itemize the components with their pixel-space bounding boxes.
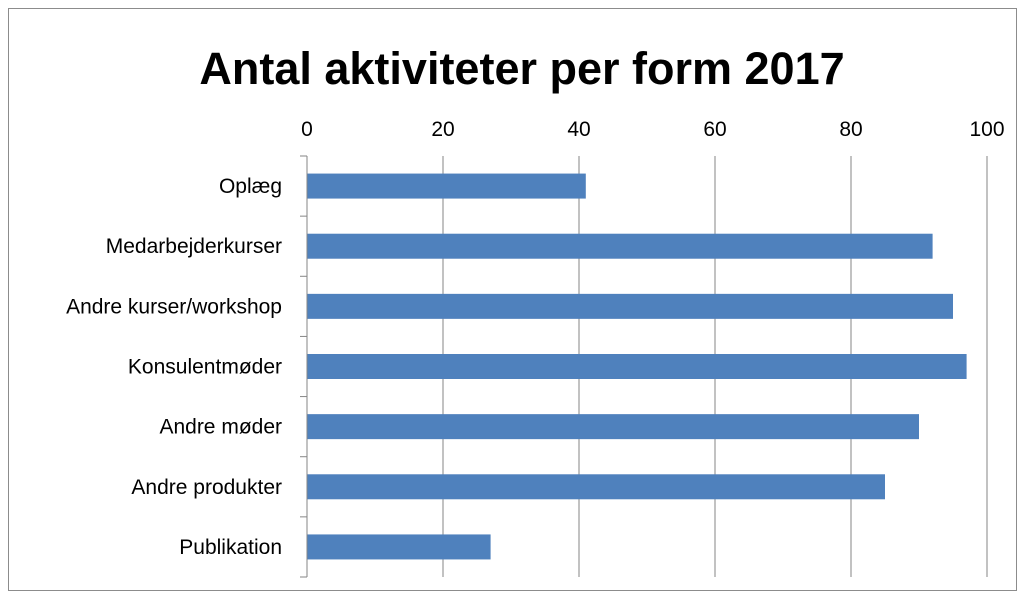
category-label: Oplæg — [219, 175, 282, 198]
x-axis-ticks: 0 20 40 60 80 100 — [301, 118, 1004, 141]
category-labels: Oplæg Medarbejderkurser Andre kurser/works… — [66, 175, 282, 559]
x-tick-label: 60 — [703, 118, 726, 141]
category-label: Medarbejderkurser — [106, 235, 282, 258]
x-tick-label: 100 — [969, 118, 1004, 141]
chart-title: Antal aktiviteter per form 2017 — [199, 43, 844, 94]
bars — [307, 173, 967, 560]
bar — [307, 173, 586, 199]
category-label: Andre møder — [159, 416, 282, 439]
x-tick-label: 20 — [431, 118, 454, 141]
bar — [307, 354, 967, 379]
bar — [307, 233, 933, 259]
x-tick-label: 40 — [567, 118, 590, 141]
x-tick-label: 80 — [839, 118, 862, 141]
bar — [307, 414, 919, 440]
category-label: Publikation — [179, 536, 282, 559]
bar — [307, 534, 491, 560]
category-label: Andre kurser/workshop — [66, 295, 282, 318]
bar — [307, 474, 885, 500]
category-label: Konsulentmøder — [128, 356, 282, 379]
category-label: Andre produkter — [131, 476, 282, 499]
y-axis — [300, 155, 308, 578]
x-tick-label: 0 — [301, 118, 313, 141]
bar — [307, 293, 953, 319]
